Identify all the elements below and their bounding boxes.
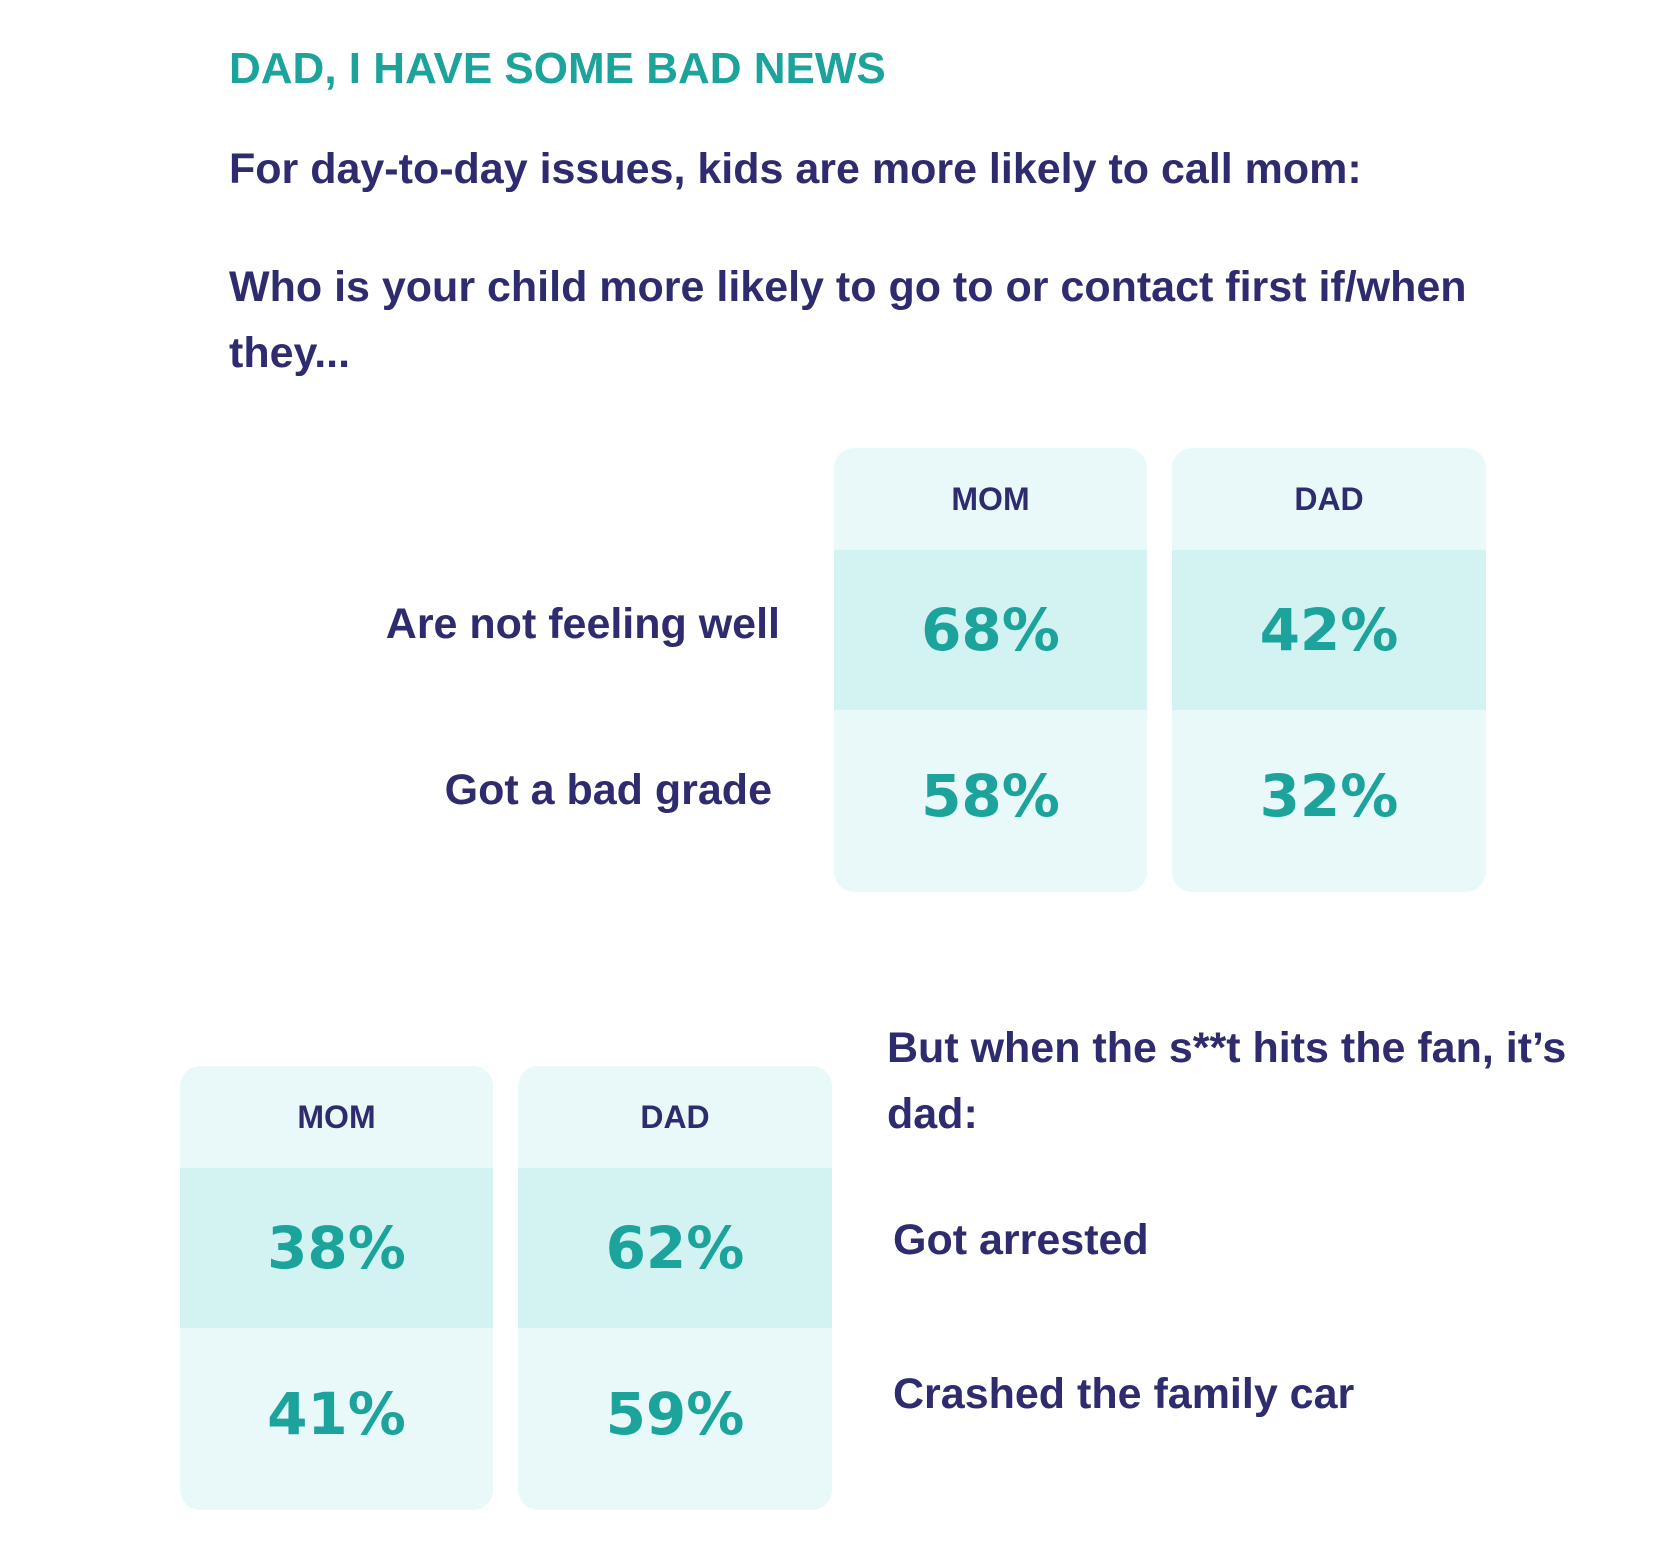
row-label-not-feeling-well: Are not feeling well <box>385 600 780 648</box>
subtitle: For day-to-day issues, kids are more lik… <box>229 145 1362 193</box>
row-band <box>1172 550 1486 710</box>
column-mom: MOM 38% 41% <box>180 1066 493 1510</box>
value-mom-got-arrested: 38% <box>267 1214 406 1282</box>
row-band <box>518 1168 832 1328</box>
value-dad-crashed-car: 59% <box>605 1380 745 1448</box>
row-band <box>180 1168 493 1328</box>
row-band <box>834 550 1147 710</box>
kicker-title: DAD, I HAVE SOME BAD NEWS <box>229 44 886 93</box>
question-text: Who is your child more likely to go to o… <box>229 263 1467 377</box>
value-dad-bad-grade: 32% <box>1259 762 1399 830</box>
row-label-bad-grade: Got a bad grade <box>444 766 772 814</box>
column-dad: DAD 42% 32% <box>1172 448 1486 892</box>
value-mom-bad-grade: 58% <box>921 762 1060 830</box>
value-mom-crashed-car: 41% <box>267 1380 406 1448</box>
column-dad: DAD 62% 59% <box>518 1066 832 1510</box>
row-label-crashed-car: Crashed the family car <box>893 1370 1355 1418</box>
value-dad-got-arrested: 62% <box>605 1214 745 1282</box>
column-header-dad: DAD <box>640 1098 710 1135</box>
row-label-got-arrested: Got arrested <box>893 1216 1149 1264</box>
column-header-mom: MOM <box>951 480 1030 517</box>
value-dad-not-feeling-well: 42% <box>1259 596 1399 664</box>
column-mom: MOM 68% 58% <box>834 448 1147 892</box>
column-header-mom: MOM <box>297 1098 376 1135</box>
section2-lead: But when the s**t hits the fan, it’s dad… <box>887 1024 1567 1138</box>
value-mom-not-feeling-well: 68% <box>921 596 1060 664</box>
column-header-dad: DAD <box>1294 480 1364 517</box>
